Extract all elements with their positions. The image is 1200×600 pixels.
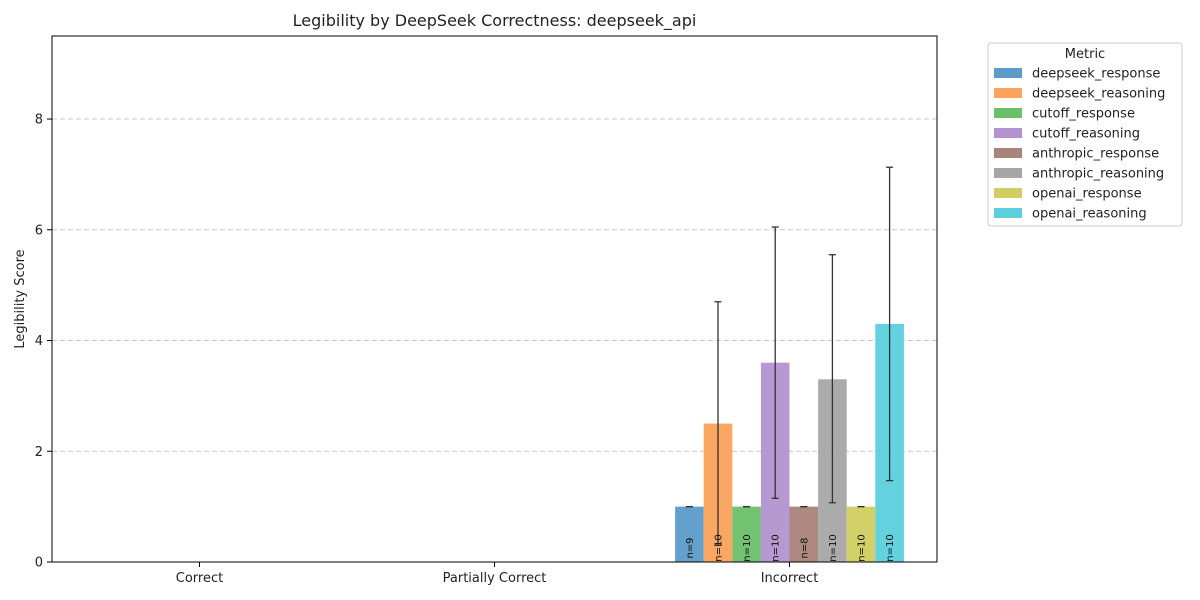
legend-label: cutoff_reasoning (1032, 127, 1140, 142)
legend-item: cutoff_response (994, 107, 1135, 122)
legend-box (987, 42, 1183, 227)
legend: Metric deepseek_response deepseek_reasoni… (987, 42, 1183, 227)
legend-swatch (994, 108, 1022, 118)
n-label: n=8 (799, 537, 810, 558)
legend-label: deepseek_reasoning (1032, 87, 1165, 102)
bar (732, 506, 761, 562)
legend-swatch (994, 68, 1022, 78)
x-tick-label: Incorrect (761, 571, 819, 586)
n-label: n=10 (742, 534, 753, 561)
x-axis: Correct Partially Correct Incorrect (176, 562, 819, 586)
legend-item: cutoff_reasoning (994, 127, 1140, 142)
bars (675, 323, 904, 562)
y-tick-label: 8 (35, 113, 43, 128)
legend-swatch (994, 128, 1022, 138)
y-axis: 0 2 4 6 8 (35, 113, 52, 571)
legend-item: deepseek_reasoning (994, 87, 1165, 102)
n-label: n=9 (685, 537, 696, 558)
y-tick-label: 4 (35, 334, 43, 349)
bar (789, 506, 819, 562)
legend-label: anthropic_reasoning (1032, 167, 1164, 182)
y-tick-label: 2 (35, 445, 43, 460)
n-label: n=10 (714, 534, 725, 561)
x-tick-label: Partially Correct (443, 571, 547, 586)
n-label: n=10 (857, 534, 868, 561)
legend-label: openai_response (1032, 187, 1142, 202)
legend-swatch (994, 148, 1022, 158)
n-label: n=10 (828, 534, 839, 561)
legend-label: cutoff_response (1032, 107, 1135, 122)
x-tick-label: Correct (176, 571, 223, 586)
legend-item: openai_reasoning (994, 207, 1147, 222)
legend-item: openai_response (994, 187, 1142, 202)
plot-frame (51, 35, 938, 563)
legend-swatch (994, 168, 1022, 178)
grid-lines (52, 118, 937, 452)
bar (675, 506, 704, 562)
legend-label: openai_reasoning (1032, 207, 1147, 222)
y-tick-label: 6 (35, 223, 43, 238)
legend-label: anthropic_response (1032, 147, 1159, 162)
legend-swatch (994, 188, 1022, 198)
bar (846, 506, 876, 562)
y-tick-label: 0 (35, 556, 43, 571)
legend-swatch (994, 208, 1022, 218)
legend-item: anthropic_response (994, 147, 1159, 162)
legend-item: deepseek_response (994, 67, 1160, 82)
n-label: n=10 (771, 534, 782, 561)
legend-title: Metric (1065, 47, 1105, 62)
legend-label: deepseek_response (1032, 67, 1160, 82)
chart-title: Legibility by DeepSeek Correctness: deep… (293, 11, 697, 31)
y-axis-label: Legibility Score (13, 249, 28, 348)
legend-item: anthropic_reasoning (994, 167, 1164, 182)
n-labels: n=9 n=10 n=10 n=10 n=8 n=10 n=10 n=10 (685, 534, 896, 561)
legend-swatch (994, 88, 1022, 98)
n-label: n=10 (885, 534, 896, 561)
